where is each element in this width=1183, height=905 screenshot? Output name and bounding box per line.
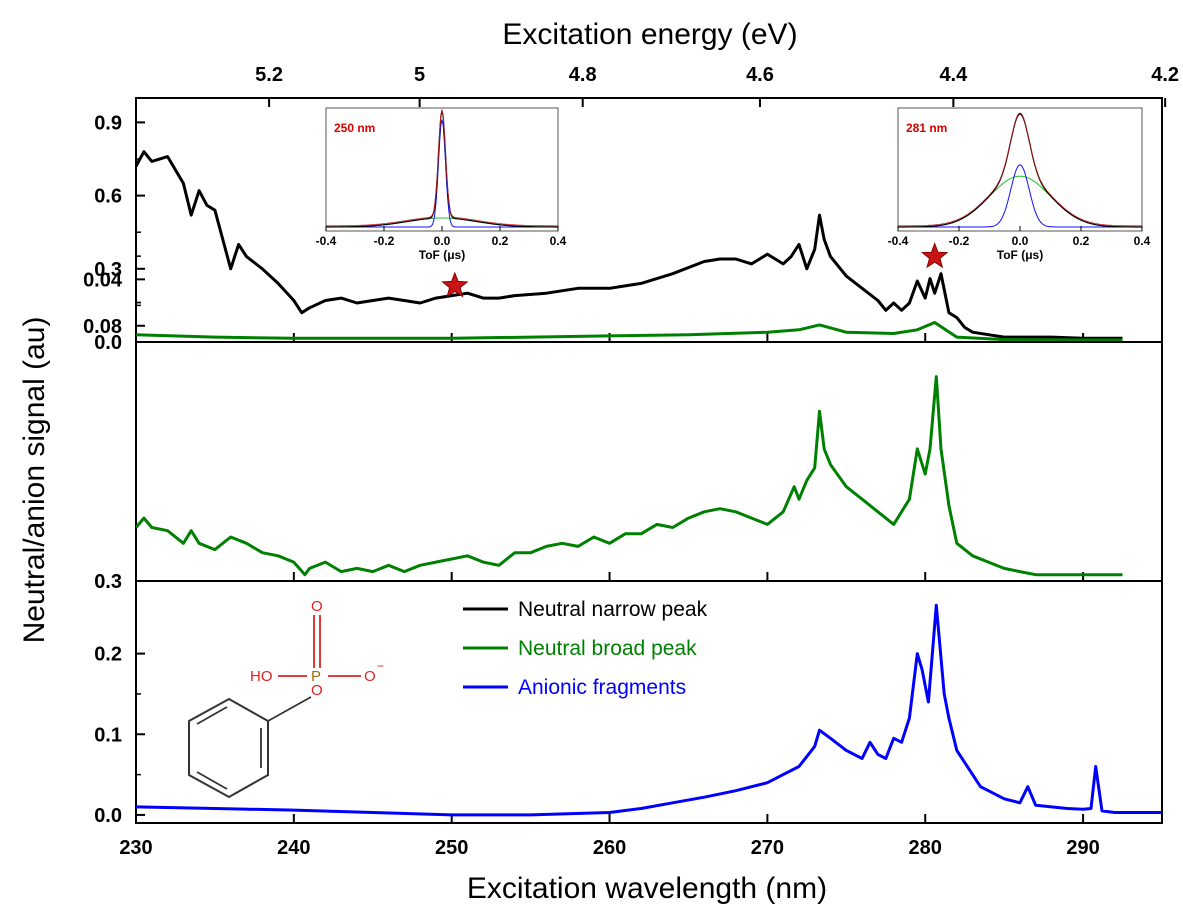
series-line-top-1	[136, 321, 1123, 342]
y-tick-label-middle-1: 0.04	[83, 269, 123, 291]
panel-frame-bottom	[135, 580, 1163, 824]
inset-tick-label-1-1: -0.2	[949, 234, 970, 248]
y-tick-label-top-0: 0.0	[94, 332, 122, 354]
inset-fit-curve-0	[326, 109, 558, 227]
atom-ho: HO	[250, 668, 273, 685]
x-tick-label-6: 290	[1066, 837, 1099, 859]
atom-p: P	[311, 668, 321, 685]
inset-frame-0	[325, 107, 559, 232]
y-tick-label-bottom-1: 0.1	[94, 724, 122, 746]
inset-1: -0.4 -0.2 0.0 0.2 0.4 ToF (μs) 281 nm	[888, 107, 1151, 269]
y-tick-label-bottom-0: 0.0	[94, 805, 122, 827]
star-marker-1	[920, 242, 949, 269]
x-tick-label-3: 260	[593, 837, 626, 859]
inset-wavelength-label-0: 250 nm	[334, 121, 375, 135]
top-tick-label-2: 4.8	[569, 64, 597, 86]
series-line-top-0	[136, 150, 1123, 340]
inset-tick-label-1-3: 0.2	[1073, 234, 1090, 248]
panel-frame-middle	[135, 341, 1163, 582]
panel-middle: 0.30.040.08	[83, 255, 1163, 593]
top-tick-label-5: 4.2	[1151, 64, 1179, 86]
top-tick-label-0: 5.2	[255, 64, 283, 86]
inset-xlabel-1: ToF (μs)	[997, 248, 1043, 262]
y-tick-label-middle-2: 0.08	[83, 316, 122, 338]
top-tick-label-3: 4.6	[746, 64, 774, 86]
series-line-middle-0	[136, 375, 1123, 577]
benzene-inner-3	[196, 706, 228, 725]
atom-o-minus: O	[364, 668, 376, 685]
star-marker-0	[441, 271, 469, 298]
top-axis-title: Excitation energy (eV)	[502, 18, 797, 51]
x-axis-ticks: 230 240 250 260 270 280 290	[119, 837, 1099, 859]
plot-panels: 0.00.30.60.90.30.040.080.00.10.2	[83, 97, 1163, 827]
top-tick-label-4: 4.4	[939, 64, 968, 86]
inset-total-curve-1	[898, 113, 1142, 228]
molecule-structure: O HO P O O −	[188, 598, 384, 799]
y-tick-label-top-3: 0.9	[94, 112, 122, 134]
x-tick-label-0: 230	[119, 837, 152, 859]
x-tick-label-4: 270	[751, 837, 784, 859]
inset-tick-label-0-2: 0.0	[434, 234, 451, 248]
atom-charge: −	[377, 659, 384, 673]
x-tick-label-2: 250	[435, 837, 468, 859]
inset-tick-label-0-3: 0.2	[492, 234, 509, 248]
x-tick-label-1: 240	[277, 837, 310, 859]
inset-narrow-curve-1	[898, 164, 1142, 228]
y-tick-label-top-1: 0.3	[94, 259, 122, 281]
top-axis-ticks: 5.2 5 4.8 4.6 4.4 4.2	[255, 64, 1179, 107]
legend-label-broad: Neutral broad peak	[518, 637, 697, 660]
benzene-inner-2	[196, 771, 228, 790]
inset-tick-label-1-2: 0.0	[1012, 234, 1029, 248]
panel-bottom: 0.0 0.1 0.2	[94, 580, 1163, 827]
inset-fit-curve-1	[897, 112, 1143, 227]
legend-label-narrow: Neutral narrow peak	[518, 598, 708, 621]
inset-tick-label-0-1: -0.2	[374, 234, 395, 248]
series-line-bottom-0	[136, 603, 1162, 817]
x-axis-title: Excitation wavelength (nm)	[467, 872, 827, 905]
panel-top: 0.0 0.3 0.6 0.9	[94, 97, 1163, 354]
inset-wavelength-label-1: 281 nm	[906, 121, 947, 135]
inset-0: -0.4 -0.2 0.0 0.2 0.4 ToF (μs) 250 nm	[316, 107, 567, 298]
y-axis-title: Neutral/anion signal (au)	[18, 317, 51, 644]
legend: Neutral narrow peak Neutral broad peak A…	[463, 598, 708, 699]
legend-label-anionic: Anionic fragments	[518, 676, 686, 699]
inset-tick-label-1-4: 0.4	[1134, 234, 1151, 248]
atom-o-ester: O	[311, 682, 323, 699]
inset-tick-label-0-0: -0.4	[316, 234, 337, 248]
y-tick-label-middle-0: 0.3	[94, 571, 122, 593]
inset-narrow-curve-0	[326, 119, 558, 228]
atom-o-top: O	[311, 598, 323, 615]
x-tick-label-5: 280	[909, 837, 942, 859]
y-tick-label-bottom-2: 0.2	[94, 644, 122, 666]
benzene-ring	[188, 697, 269, 799]
top-tick-label-1: 5	[414, 64, 425, 86]
y-tick-label-top-2: 0.6	[94, 186, 122, 208]
inset-frame-1	[897, 107, 1143, 232]
tof-insets: -0.4 -0.2 0.0 0.2 0.4 ToF (μs) 250 nm -0.4 -0.2 0…	[316, 107, 1151, 298]
bond-o-ring	[267, 696, 312, 722]
inset-tick-label-1-0: -0.4	[888, 234, 909, 248]
inset-xlabel-0: ToF (μs)	[419, 248, 465, 262]
inset-tick-label-0-4: 0.4	[550, 234, 567, 248]
